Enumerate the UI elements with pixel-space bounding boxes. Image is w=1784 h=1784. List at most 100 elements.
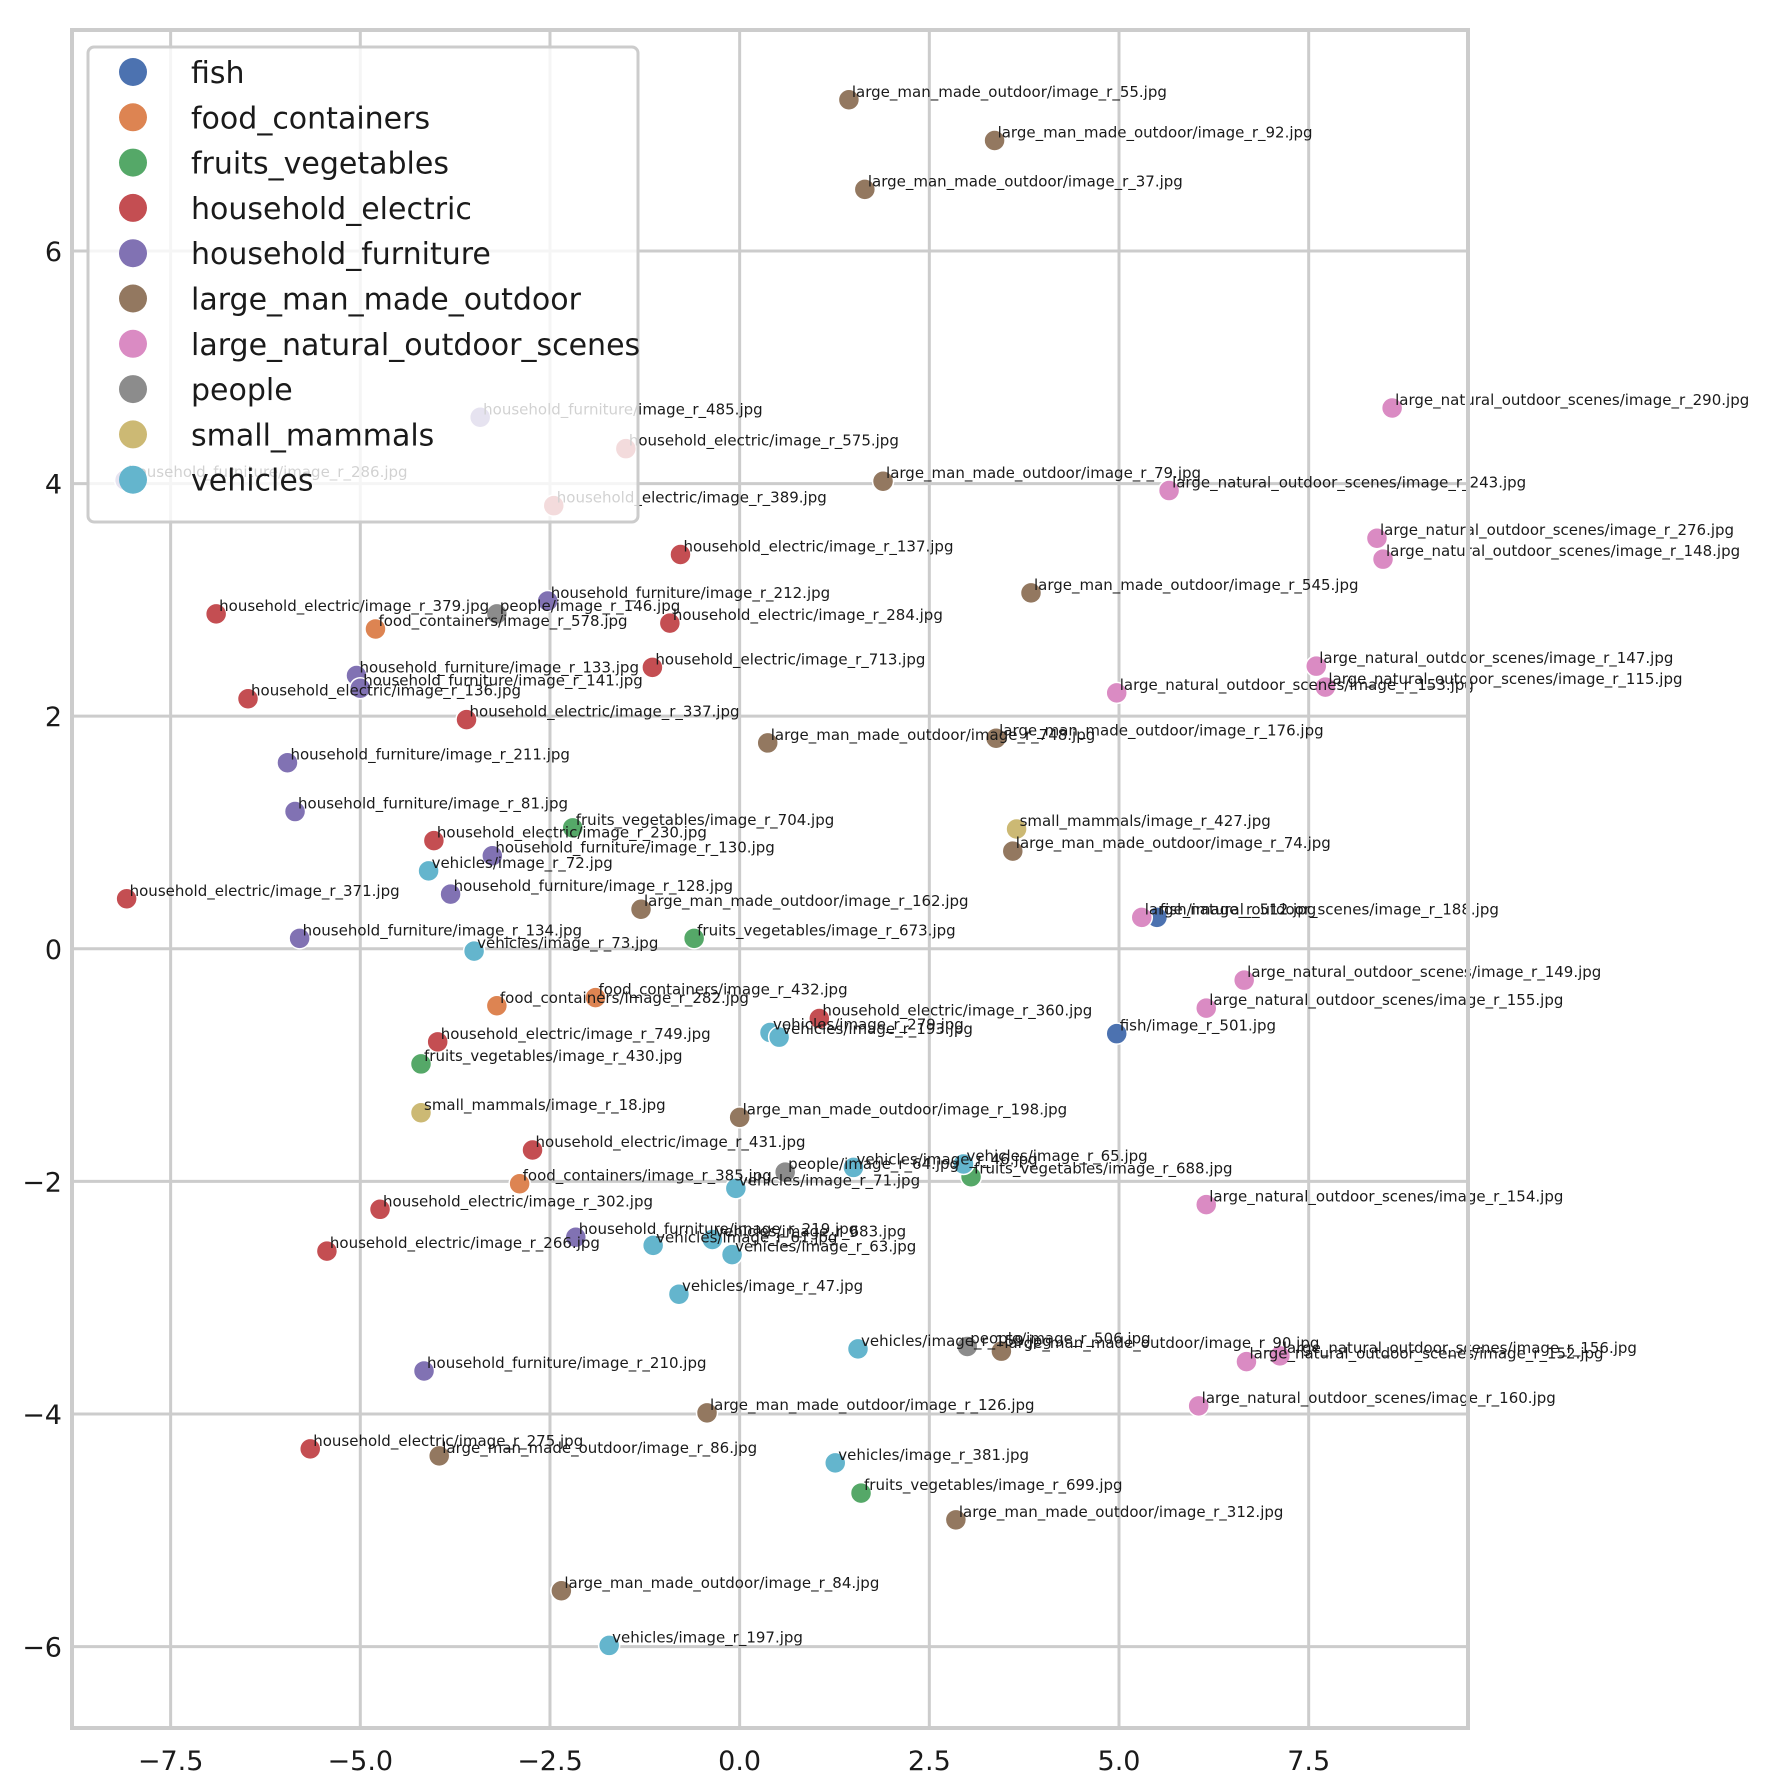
data-point [658,611,682,635]
point-label: vehicles/image_r_159.jpg [861,1332,1052,1351]
data-point [1157,479,1181,502]
data-point [808,1007,831,1030]
y-tick-label: −6 [22,1633,62,1664]
data-point [1195,1193,1218,1216]
point-label: small_mammals/image_r_18.jpg [424,1096,666,1115]
data-point [283,800,307,823]
point-label: fish/image_r_501.jpg [1120,1017,1276,1036]
point-label: large_natural_outdoor_scenes/image_r_115… [1328,670,1682,689]
point-label: household_electric/image_r_575.jpg [629,432,899,451]
legend-marker [119,103,147,132]
data-point [1105,681,1128,705]
point-label: large_man_made_outdoor/image_r_545.jpg [1034,576,1359,595]
point-label: large_natural_outdoor_scenes/image_r_148… [1386,542,1740,561]
point-label: vehicles/image_r_65.jpg [966,1147,1147,1166]
data-point [1232,968,1256,992]
x-tick-label: 7.5 [1287,1746,1330,1777]
point-label: household_electric/image_r_230.jpg [437,824,707,843]
point-label: food_containers/image_r_385.jpg [523,1167,772,1186]
point-label: household_furniture/image_r_128.jpg [454,877,733,896]
point-label: vehicles/image_r_197.jpg [612,1628,803,1647]
data-point [115,887,138,911]
point-label: vehicles/image_r_72.jpg [432,854,613,873]
legend-marker [119,284,147,313]
data-point [485,602,509,626]
point-label: large_natural_outdoor_scenes/image_r_147… [1319,649,1673,668]
data-point [629,897,653,921]
data-point [481,844,504,867]
data-point [724,1177,748,1200]
point-label: large_man_made_outdoor/image_r_86.jpg [442,1439,757,1458]
point-label: large_man_made_outdoor/image_r_74.jpg [1016,834,1331,853]
y-axis-ticks: −6 −4 −2 0 2 4 6 [22,237,62,1664]
point-label: large_man_made_outdoor/image_r_37.jpg [868,172,1183,191]
x-tick-label: −5.0 [328,1746,394,1777]
point-label: large_man_made_outdoor/image_r_55.jpg [852,83,1167,102]
data-point [728,1106,751,1129]
point-label: vehicles/image_r_61.jpg [656,1228,837,1247]
point-label: fruits_vegetables/image_r_673.jpg [697,921,956,940]
data-point [990,1339,1013,1363]
x-tick-label: 0.0 [718,1746,761,1777]
data-point [1195,996,1218,1020]
legend-marker [119,239,147,268]
data-point [276,751,299,774]
data-point [236,687,260,710]
plot-frame [70,28,1470,1730]
point-label: large_man_made_outdoor/image_r_748.jpg [771,726,1096,745]
legend-label: fish [191,56,245,91]
point-labels: fish/image_r_512.jpg fish/image_r_501.jpg… [128,83,1749,1648]
point-label: large_natural_outdoor_scenes/image_r_149… [1247,963,1601,982]
point-label: household_furniture/image_r_212.jpg [551,584,830,603]
data-point [315,1239,339,1263]
x-tick-label: 5.0 [1098,1746,1141,1777]
data-point [409,1052,433,1076]
legend-label: fruits_vegetables [191,147,449,182]
point-label: household_electric/image_r_302.jpg [383,1192,653,1211]
point-label: household_furniture/image_r_130.jpg [495,839,774,858]
data-point [1130,906,1154,929]
data-point [641,1234,665,1257]
point-label: large_man_made_outdoor/image_r_92.jpg [998,123,1313,142]
data-point [412,1359,436,1383]
point-label: household_electric/image_r_431.jpg [536,1133,806,1152]
data-point [984,727,1008,750]
data-point [1187,1394,1210,1418]
data-point [720,1243,744,1266]
legend-label: household_electric [191,192,472,227]
y-tick-label: 6 [45,237,62,268]
data-point [364,617,387,641]
data-point [1365,526,1389,550]
point-label: household_electric/image_r_266.jpg [330,1234,600,1253]
data-point [756,731,779,755]
point-label: household_electric/image_r_749.jpg [441,1025,711,1044]
point-label: household_electric/image_r_337.jpg [470,703,740,722]
data-point [641,656,664,679]
x-tick-label: −7.5 [138,1746,204,1777]
data-point [1314,675,1337,699]
point-label: large_natural_outdoor_scenes/image_r_276… [1380,521,1734,540]
point-label: household_electric/image_r_137.jpg [683,538,953,557]
point-label: small_mammals/image_r_427.jpg [1020,812,1271,831]
data-point [842,1156,865,1179]
point-label: fish/image_r_512.jpg [1160,900,1316,919]
point-label: vehicles/image_r_193.jpg [782,1020,973,1039]
data-point [1235,1350,1258,1373]
data-point [561,816,584,840]
point-label: large_man_made_outdoor/image_r_198.jpg [743,1100,1068,1119]
data-point [983,129,1006,152]
point-label: large_natural_outdoor_scenes/image_r_290… [1395,391,1749,410]
point-label: vehicles/image_r_47.jpg [682,1277,863,1296]
point-label: household_electric/image_r_136.jpg [251,682,521,701]
point-label: large_natural_outdoor_scenes/image_r_153… [1120,676,1474,695]
legend-label: vehicles [191,464,313,499]
point-label: household_furniture/image_r_141.jpg [363,671,642,690]
point-label: large_man_made_outdoor/image_r_312.jpg [959,1503,1284,1522]
data-point [952,1152,975,1176]
data-point [298,1437,322,1461]
point-label: food_containers/image_r_578.jpg [378,612,627,631]
x-tick-label: −2.5 [517,1746,583,1777]
data-point [944,1508,968,1532]
data-point [521,1138,544,1162]
data-point [409,1101,433,1125]
